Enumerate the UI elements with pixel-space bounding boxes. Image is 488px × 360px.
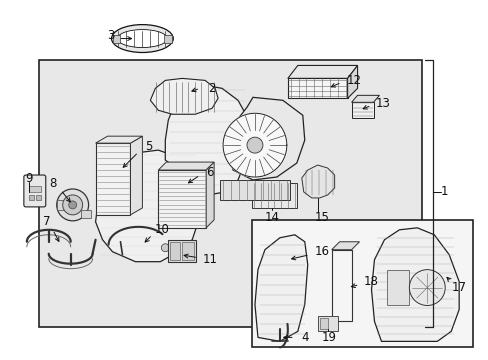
Polygon shape bbox=[165, 85, 249, 195]
Bar bbox=[251, 220, 472, 347]
Circle shape bbox=[57, 189, 88, 221]
Text: 15: 15 bbox=[314, 211, 328, 224]
Polygon shape bbox=[351, 102, 373, 118]
Circle shape bbox=[161, 244, 169, 252]
Bar bbox=[95, 143, 130, 215]
Text: 7: 7 bbox=[43, 215, 50, 228]
Text: 13: 13 bbox=[375, 97, 390, 110]
Text: 9: 9 bbox=[25, 171, 33, 185]
Polygon shape bbox=[95, 136, 142, 143]
Text: 11: 11 bbox=[202, 253, 217, 266]
Polygon shape bbox=[130, 136, 142, 215]
Polygon shape bbox=[226, 97, 304, 180]
Polygon shape bbox=[347, 66, 357, 98]
Text: 3: 3 bbox=[106, 29, 114, 42]
Bar bbox=[164, 35, 172, 42]
Bar bbox=[168, 240, 196, 262]
Text: 6: 6 bbox=[206, 166, 213, 179]
Bar bbox=[331, 250, 351, 321]
Ellipse shape bbox=[117, 30, 167, 48]
Bar bbox=[251, 183, 296, 208]
Bar bbox=[29, 186, 41, 192]
Text: 1: 1 bbox=[440, 185, 447, 198]
Circle shape bbox=[408, 270, 444, 306]
Polygon shape bbox=[287, 66, 357, 78]
Text: 17: 17 bbox=[451, 281, 466, 294]
Text: 18: 18 bbox=[364, 275, 378, 288]
Polygon shape bbox=[351, 95, 379, 102]
Bar bbox=[39, 60, 422, 328]
Polygon shape bbox=[206, 162, 214, 228]
Text: 4: 4 bbox=[301, 331, 308, 344]
Bar bbox=[29, 195, 34, 200]
Circle shape bbox=[68, 201, 77, 209]
Polygon shape bbox=[150, 78, 218, 114]
Bar bbox=[182, 242, 194, 260]
Text: 16: 16 bbox=[314, 245, 328, 258]
Polygon shape bbox=[254, 235, 307, 341]
Text: 14: 14 bbox=[264, 211, 279, 224]
Circle shape bbox=[246, 137, 263, 153]
Text: 5: 5 bbox=[144, 140, 152, 153]
Polygon shape bbox=[331, 242, 359, 250]
Bar bbox=[170, 242, 180, 260]
Bar bbox=[112, 35, 120, 42]
Ellipse shape bbox=[111, 24, 173, 53]
Bar bbox=[220, 180, 289, 200]
Bar bbox=[317, 316, 337, 332]
Polygon shape bbox=[158, 162, 214, 170]
Polygon shape bbox=[301, 165, 334, 198]
Polygon shape bbox=[287, 78, 347, 98]
Text: 2: 2 bbox=[208, 82, 215, 95]
Polygon shape bbox=[95, 150, 200, 262]
Polygon shape bbox=[223, 113, 286, 177]
Bar bbox=[158, 170, 206, 228]
Text: 12: 12 bbox=[346, 74, 361, 87]
Bar bbox=[36, 195, 41, 200]
Text: 19: 19 bbox=[322, 331, 337, 344]
Bar bbox=[386, 270, 408, 305]
Bar bbox=[81, 210, 90, 218]
Text: 10: 10 bbox=[155, 223, 169, 236]
FancyBboxPatch shape bbox=[24, 175, 46, 207]
Text: 8: 8 bbox=[49, 177, 56, 190]
Bar bbox=[57, 200, 64, 210]
Polygon shape bbox=[371, 228, 458, 341]
Bar bbox=[319, 319, 327, 329]
Circle shape bbox=[62, 195, 82, 215]
